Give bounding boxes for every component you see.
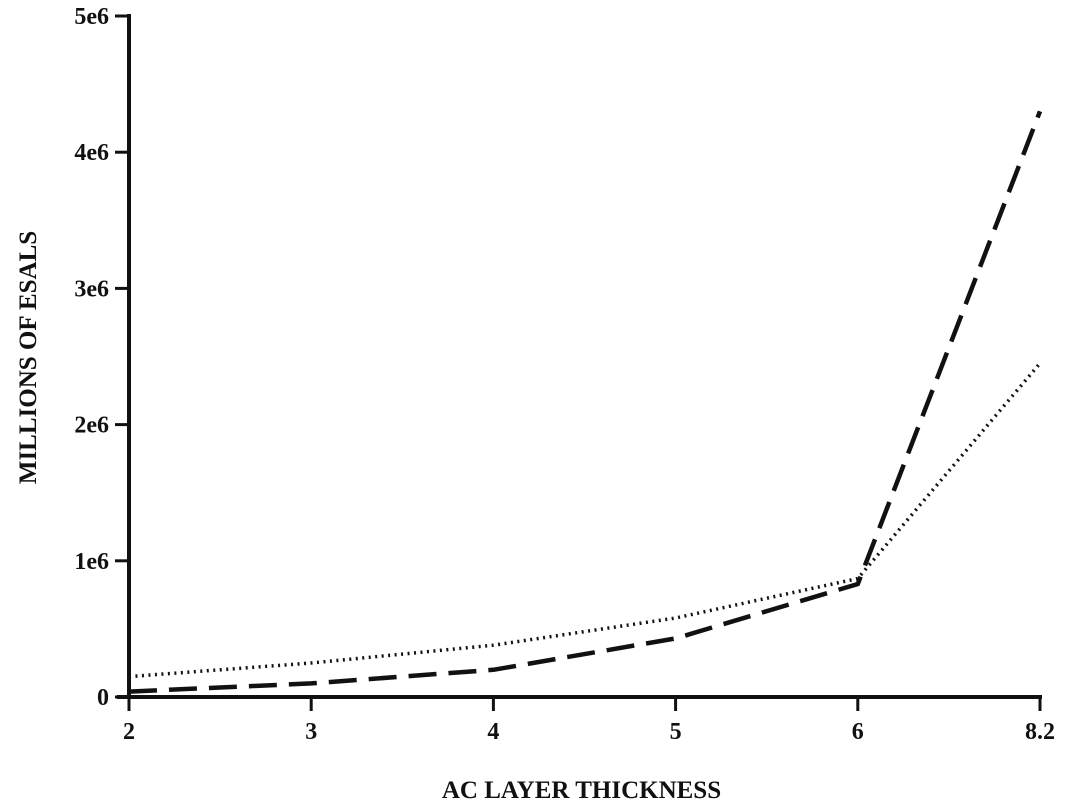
y-tick-label: 1e6 bbox=[74, 549, 109, 575]
series-line-dotted bbox=[128, 362, 1042, 679]
x-ticks: 2 3 4 5 6 8.2 bbox=[123, 697, 1055, 745]
x-tick-label: 8.2 bbox=[1025, 719, 1055, 745]
y-tick-label: 2e6 bbox=[74, 413, 109, 439]
x-tick-label: 4 bbox=[487, 719, 499, 745]
x-tick-label: 6 bbox=[852, 719, 864, 745]
axes bbox=[117, 14, 1042, 699]
x-axis-title: AC LAYER THICKNESS bbox=[442, 777, 721, 804]
y-axis-title: MILLIONS OF ESALS bbox=[15, 231, 42, 484]
y-tick-label: 3e6 bbox=[74, 276, 109, 302]
series-line-dashed bbox=[128, 110, 1043, 694]
series-layer bbox=[128, 110, 1043, 694]
x-tick-label: 2 bbox=[123, 719, 135, 745]
x-tick-label: 5 bbox=[670, 719, 682, 745]
y-tick-label: 5e6 bbox=[74, 4, 109, 30]
y-tick-label: 0 bbox=[97, 685, 109, 711]
y-tick-label: 4e6 bbox=[74, 140, 109, 166]
x-tick-label: 3 bbox=[305, 719, 317, 745]
y-ticks: 0 1e6 2e6 3e6 4e6 5e6 bbox=[74, 4, 129, 711]
